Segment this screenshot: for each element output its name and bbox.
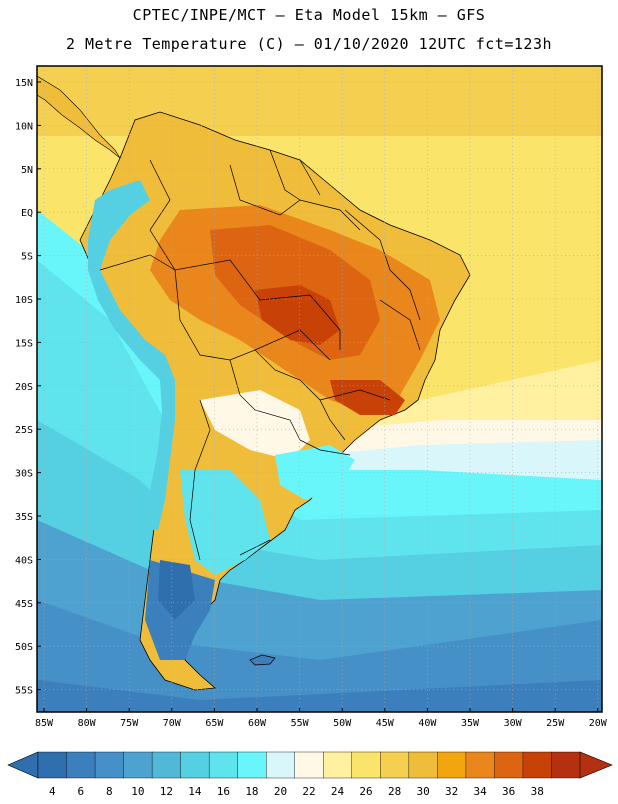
colorbar-swatch <box>294 751 324 779</box>
colorbar-swatch <box>323 751 353 779</box>
colorbar-label: 12 <box>160 785 173 798</box>
colorbar-left-arrow <box>7 751 39 779</box>
map-subtitle: 2 Metre Temperature (C) – 01/10/2020 12U… <box>65 35 553 53</box>
central-america-land <box>37 75 121 159</box>
colorbar-label: 16 <box>217 785 230 798</box>
lat-label: 15S <box>15 338 33 349</box>
lat-label: 10N <box>15 121 33 132</box>
lon-label: 30W <box>504 718 523 729</box>
colorbar-label: 26 <box>359 785 372 798</box>
colorbar-swatch <box>494 751 524 779</box>
lat-label: 15N <box>15 78 33 89</box>
colorbar-swatch <box>237 751 267 779</box>
colorbar-label: 36 <box>502 785 515 798</box>
colorbar-label: 28 <box>388 785 401 798</box>
longitude-labels: 85W 80W 75W 70W 65W 60W 55W 50W 45W 40W 35W 30W 25W 2… <box>35 708 608 729</box>
colorbar-swatch <box>437 751 467 779</box>
lon-label: 75W <box>120 718 139 729</box>
colorbar-swatch <box>551 751 581 779</box>
land-pampas-16 <box>180 470 270 575</box>
country-borders <box>99 149 421 561</box>
latitude-labels: 15N 10N 5N EQ 5S 10S 15S 20S 25S 30S 35S 40S 45S 50S 5… <box>15 78 41 697</box>
colorbar-label: 22 <box>302 785 315 798</box>
colorbar-swatch <box>123 751 153 779</box>
falklands-islands <box>249 654 276 666</box>
colorbar-swatch <box>180 751 210 779</box>
colorbar-label: 14 <box>188 785 202 798</box>
lon-label: 35W <box>461 718 480 729</box>
lon-label: 25W <box>546 718 565 729</box>
land-andes-4 <box>158 560 195 620</box>
lat-label: 40S <box>15 555 33 566</box>
colorbar-label: 8 <box>106 785 113 798</box>
colorbar-right-arrow <box>579 751 613 779</box>
colorbar-label: 30 <box>416 785 429 798</box>
lon-label: 85W <box>35 718 54 729</box>
lon-label: 70W <box>163 718 182 729</box>
colorbar-swatch <box>266 751 296 779</box>
lat-label: 30S <box>15 469 33 480</box>
lon-label: 20W <box>589 718 608 729</box>
lat-label: 5S <box>21 252 33 263</box>
colorbar-swatch <box>351 751 381 779</box>
lon-label: 50W <box>333 718 352 729</box>
lat-label: 35S <box>15 512 33 523</box>
lat-label: EQ <box>21 208 33 219</box>
andes-cold-strip <box>88 180 175 530</box>
colorbar-label: 32 <box>445 785 458 798</box>
colorbar-swatch <box>208 751 239 779</box>
lat-label: 20S <box>15 382 33 393</box>
colorbar-swatch <box>37 751 68 779</box>
colorbar: 4 6 8 10 12 14 16 18 20 22 24 26 28 30 32 34 36 38 <box>7 751 613 798</box>
map-title: CPTEC/INPE/MCT – Eta Model 15km – GFS <box>132 6 486 24</box>
lon-label: 60W <box>248 718 267 729</box>
colorbar-swatch <box>380 751 410 779</box>
colorbar-swatch <box>66 751 96 779</box>
lat-label: 25S <box>15 425 33 436</box>
colorbar-label: 18 <box>245 785 258 798</box>
colorbar-label: 4 <box>49 785 56 798</box>
colorbar-label: 34 <box>474 785 488 798</box>
lat-label: 55S <box>15 686 33 697</box>
lon-label: 45W <box>376 718 395 729</box>
land-heat-se <box>330 380 405 415</box>
lon-label: 40W <box>418 718 437 729</box>
lat-label: 50S <box>15 642 33 653</box>
lon-label: 55W <box>291 718 310 729</box>
colorbar-swatch <box>151 751 182 779</box>
colorbar-label: 10 <box>131 785 144 798</box>
map-frame <box>36 65 603 713</box>
lat-label: 10S <box>15 295 33 306</box>
lon-label: 65W <box>205 718 224 729</box>
land-uruguay-18 <box>275 445 355 500</box>
lon-label: 80W <box>78 718 97 729</box>
colorbar-label: 24 <box>331 785 345 798</box>
colorbar-label: 6 <box>77 785 84 798</box>
colorbar-swatch <box>465 751 495 779</box>
ocean-band-28 <box>37 66 602 136</box>
colorbar-swatch <box>94 751 125 779</box>
map-field <box>37 66 602 712</box>
ocean-band-6 <box>37 680 602 712</box>
colorbar-label: 38 <box>531 785 544 798</box>
land-chaco-22 <box>200 390 310 460</box>
colorbar-swatch <box>408 751 438 779</box>
lat-label: 5N <box>21 165 33 176</box>
lat-label: 45S <box>15 599 33 610</box>
colorbar-swatch <box>522 751 552 779</box>
colorbar-label: 20 <box>274 785 287 798</box>
land-heat-38 <box>255 285 340 345</box>
